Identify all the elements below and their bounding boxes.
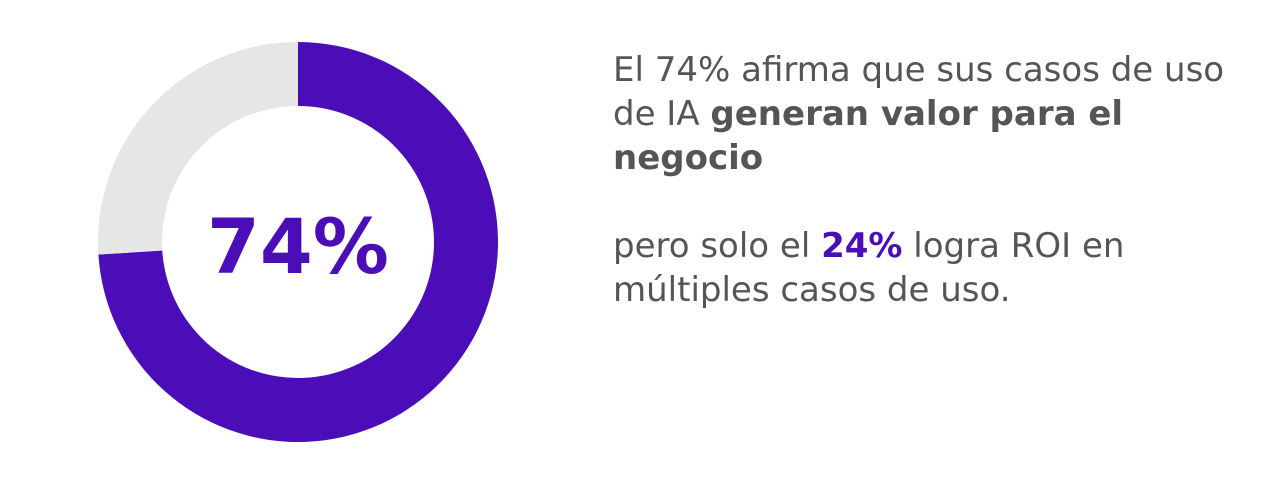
headline-bold-phrase: generan valor para el negocio xyxy=(613,94,1124,178)
roi-statement: pero solo el 24% logra ROI en múltiples … xyxy=(613,224,1253,312)
donut-slice-value xyxy=(98,42,498,442)
center-percentage-label: 74% xyxy=(207,202,389,291)
donut-chart: 74% xyxy=(98,42,498,442)
roi-prefix: pero solo el xyxy=(613,226,822,266)
statement-text: El 74% afirma que sus casos de uso de IA… xyxy=(613,48,1253,312)
headline-prefix: El 74% afirma que sus casos de uso de IA xyxy=(613,50,1225,134)
donut-slices xyxy=(98,42,498,442)
donut-slice-remainder xyxy=(98,42,298,255)
roi-suffix: logra ROI en múltiples casos de uso. xyxy=(613,226,1125,310)
headline-statement: El 74% afirma que sus casos de uso de IA… xyxy=(613,48,1253,180)
roi-highlight-percentage: 24% xyxy=(821,226,903,266)
